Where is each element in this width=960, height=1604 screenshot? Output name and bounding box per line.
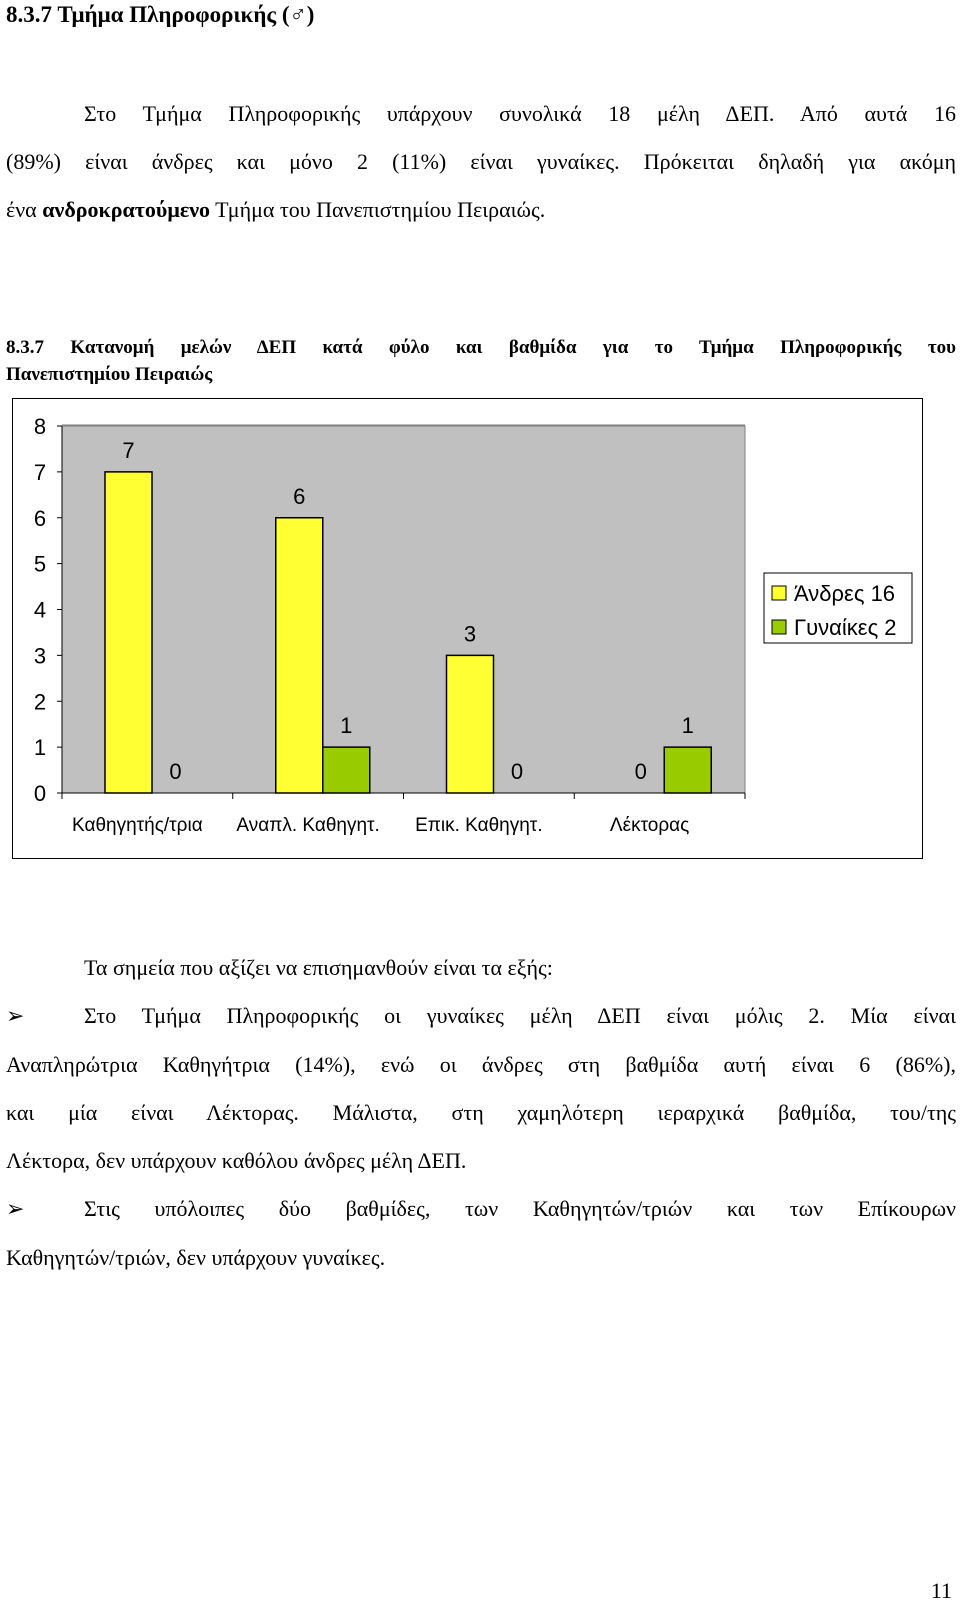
chart-caption: 8.3.7 Κατανομή μελών ΔΕΠ κατά φύλο και β… [6, 334, 956, 388]
emphasis-word: ανδροκρατούμενο [42, 197, 211, 222]
x-tick-label: Επικ. Καθηγητ. [415, 815, 542, 836]
data-label: 0 [635, 759, 647, 784]
data-label: 3 [464, 621, 476, 646]
data-label: 6 [293, 484, 305, 509]
caption-line-1: 8.3.7 Κατανομή μελών ΔΕΠ κατά φύλο και β… [6, 337, 956, 358]
bar [322, 746, 371, 794]
y-tick-label: 5 [34, 552, 46, 577]
y-tick-label: 2 [34, 689, 46, 714]
bullet-1-line-3: και μία είναι Λέκτορας. Μάλιστα, στη χαμ… [6, 1100, 956, 1125]
intro-line-3-suffix: Τμήμα του Πανεπιστημίου Πειραιώς. [210, 197, 546, 222]
intro-line-1: Στο Τμήμα Πληροφορικής υπάρχουν συνολικά… [84, 101, 956, 126]
legend-label: Γυναίκες 2 [794, 615, 897, 640]
intro-line-2: (89%) είναι άνδρες και μόνο 2 (11%) είνα… [6, 149, 956, 174]
y-tick-label: 1 [34, 735, 46, 760]
data-label: 1 [682, 713, 694, 738]
section-heading: 8.3.7 Τμήμα Πληροφορικής (♂) [6, 2, 315, 27]
data-label: 0 [169, 759, 181, 784]
bar [663, 746, 712, 794]
y-tick-label: 8 [34, 414, 46, 439]
caption-line-2: Πανεπιστημίου Πειραιώς [6, 364, 213, 385]
bar [104, 471, 153, 794]
data-label: 1 [340, 713, 352, 738]
data-label: 7 [122, 438, 134, 463]
bar [275, 517, 324, 794]
points-section: Τα σημεία που αξίζει να επισημανθούν είν… [6, 944, 956, 1282]
page-number: 11 [930, 1578, 952, 1603]
y-tick-label: 7 [34, 460, 46, 485]
y-tick-label: 6 [34, 506, 46, 531]
arrowhead-bullet-icon: ➢ [6, 1197, 25, 1222]
plot-area [61, 425, 746, 794]
bullet-1-line-1: Στο Τμήμα Πληροφορικής οι γυναίκες μέλη … [84, 1003, 956, 1028]
points-intro: Τα σημεία που αξίζει να επισημανθούν είν… [84, 955, 553, 980]
x-tick-label: Καθηγητής/τρια [72, 815, 203, 836]
x-tick-label: Αναπλ. Καθηγητ. [236, 815, 379, 836]
data-label: 0 [511, 759, 523, 784]
legend-swatch [771, 585, 787, 601]
bullet-1-line-2: Αναπληρώτρια Καθηγήτρια (14%), ενώ οι άν… [6, 1052, 956, 1077]
legend-box [763, 572, 913, 644]
intro-paragraph: Στο Τμήμα Πληροφορικής υπάρχουν συνολικά… [6, 90, 956, 234]
bar-chart: 0 1 2 3 4 5 6 7 8 Καθηγητής/τρια 7 0 Αναπλ. Καθηγητ.… [12, 398, 923, 859]
intro-line-3-prefix: ένα [6, 197, 43, 222]
bullet-2-line-2: Καθηγητών/τριών, δεν υπάρχουν γυναίκες. [6, 1245, 386, 1270]
arrowhead-bullet-icon: ➢ [6, 1004, 25, 1029]
bar [445, 654, 495, 794]
legend-swatch [771, 619, 787, 635]
y-tick-label: 0 [34, 781, 46, 806]
y-tick-label: 4 [34, 598, 46, 623]
x-tick-label: Λέκτορας [610, 815, 689, 836]
bullet-1-line-4: Λέκτορα, δεν υπάρχουν καθόλου άνδρες μέλ… [6, 1148, 467, 1173]
legend-label: Άνδρες 16 [794, 581, 895, 606]
y-tick-label: 3 [34, 643, 46, 668]
bullet-2-line-1: Στις υπόλοιπες δύο βαθμίδες, των Καθηγητ… [84, 1196, 956, 1221]
